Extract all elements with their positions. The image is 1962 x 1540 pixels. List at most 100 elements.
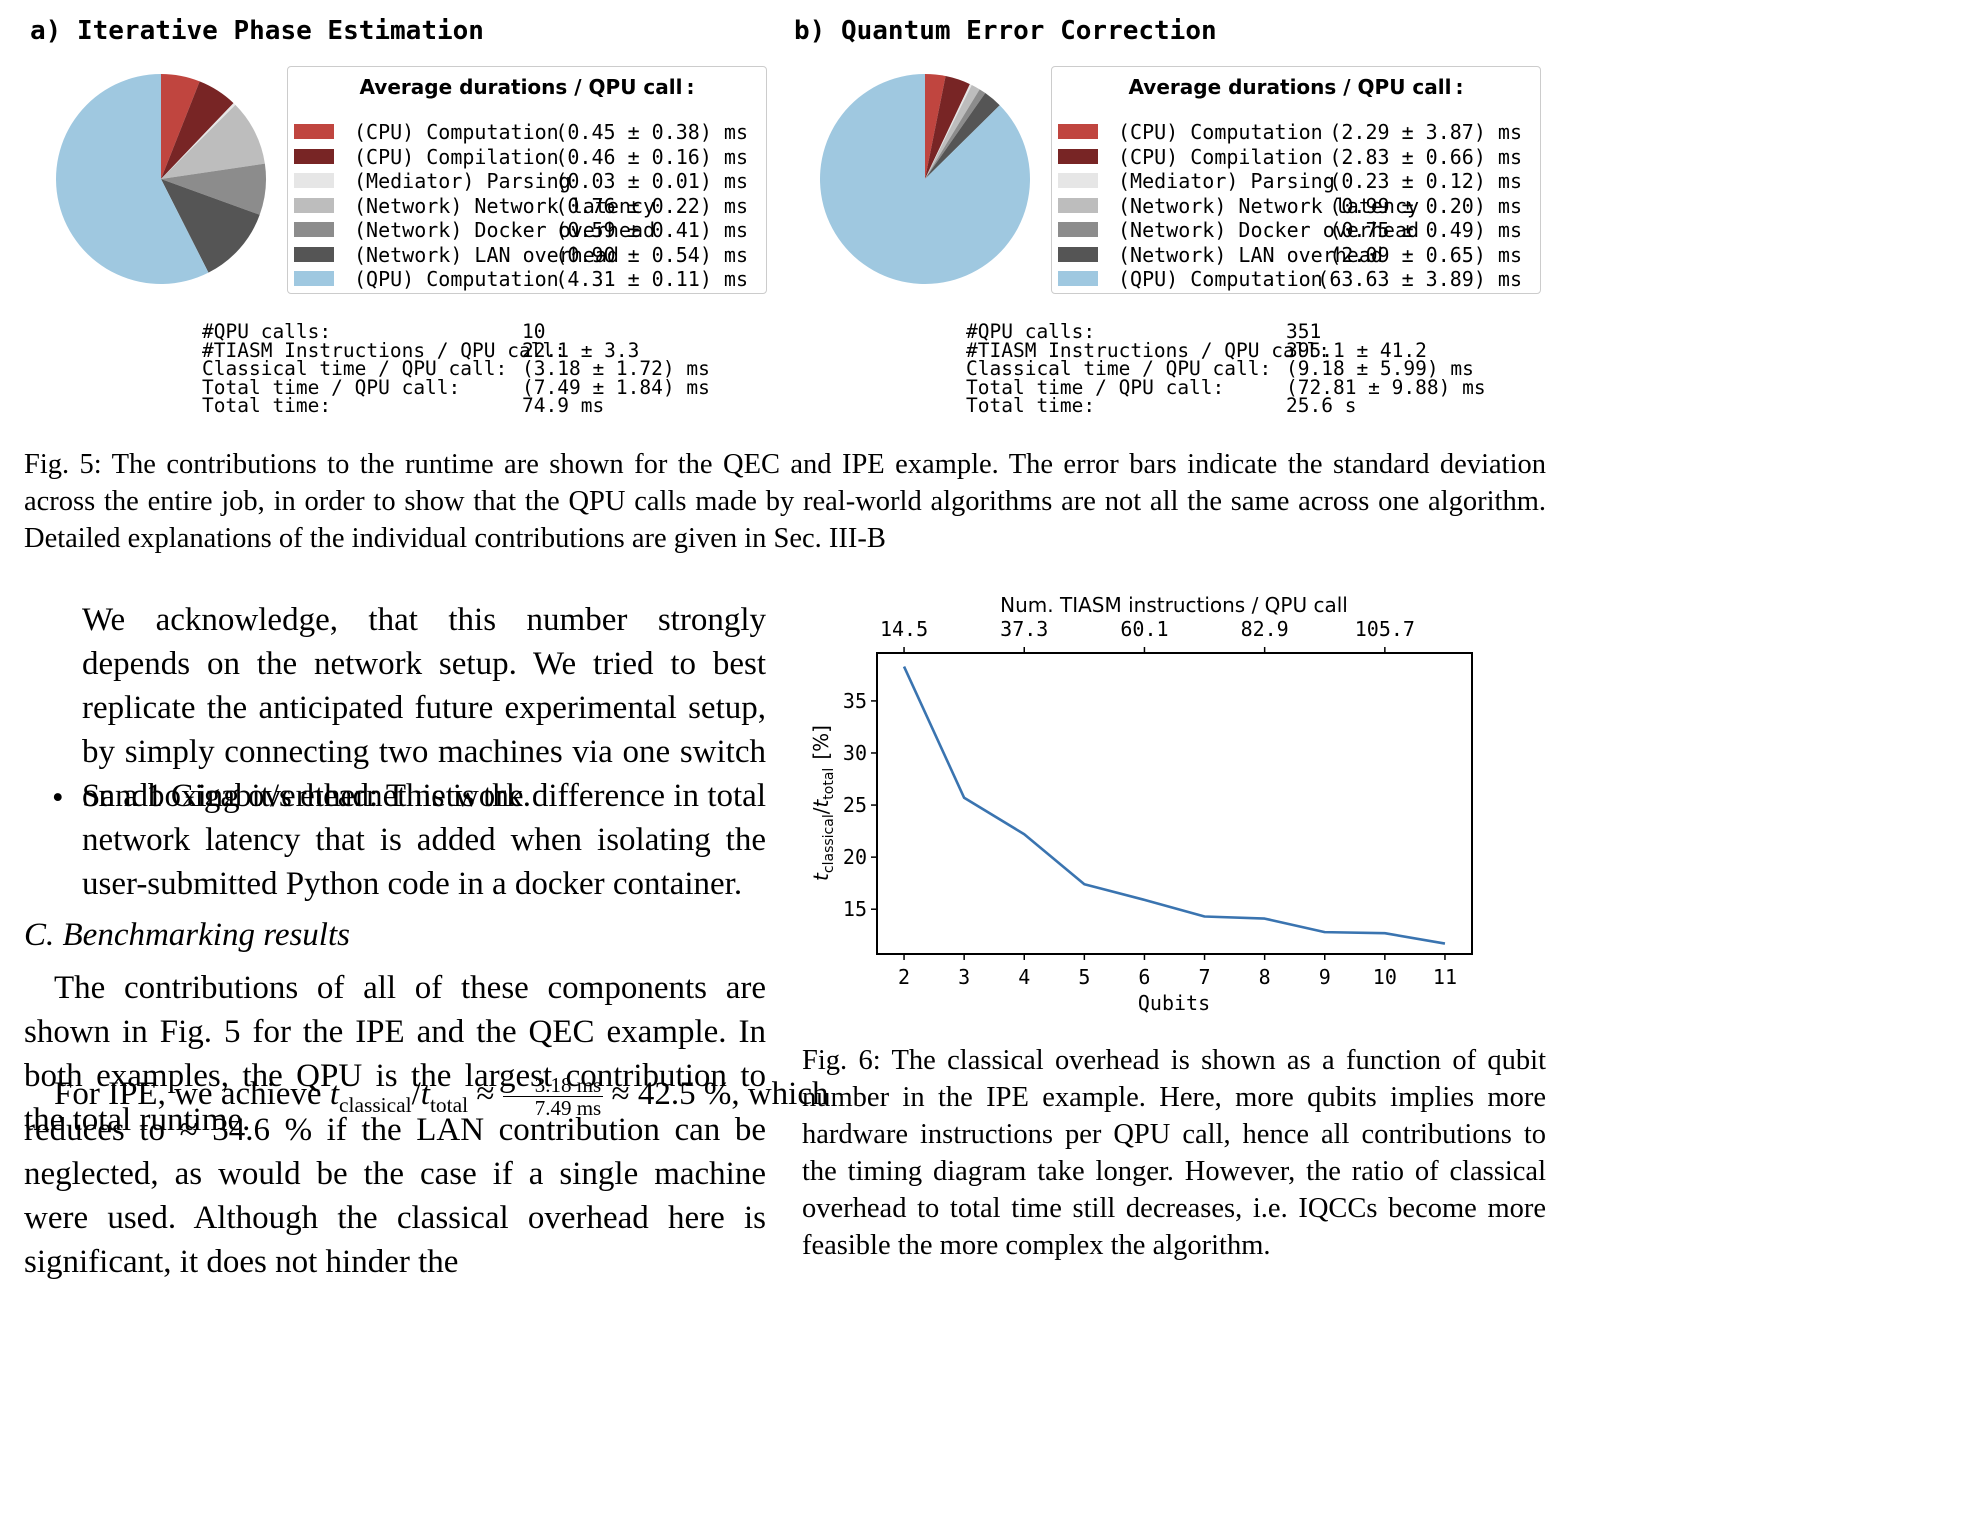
legend-item: (CPU) Computation (2.29 ± 3.87) ms [1058, 120, 1528, 144]
legend-swatch [1058, 271, 1098, 286]
stat-label: #TIASM Instructions / QPU call: [966, 338, 1330, 362]
stat-value: 395.1 ± 41.2 [1286, 338, 1427, 362]
legend-label: (Network) Network latency [354, 193, 656, 218]
y-tick-label: 15 [843, 897, 867, 921]
stat-value: 25.6 s [1286, 394, 1357, 418]
pie-slice [925, 76, 970, 179]
stat-label: #QPU calls: [966, 320, 1096, 343]
legend-swatch [1058, 197, 1098, 213]
pie-slice [161, 103, 236, 179]
pie-chart-ipe [56, 74, 266, 284]
t-symbol: t [329, 1076, 339, 1112]
top-tick-label: 14.5 [880, 617, 928, 641]
x-tick-label: 10 [1373, 965, 1397, 989]
legend-value: (0.90 ± 0.54) ms [555, 242, 748, 267]
legend-label: (CPU) Computation [1118, 120, 1323, 144]
stats-qec: #QPU calls: 351 #TIASM Instructions / QPU … [966, 320, 1526, 438]
legend-label: (Network) Docker overhead [1118, 218, 1420, 242]
x-tick-label: 2 [898, 965, 910, 989]
legend-value: (2.29 ± 3.87) ms [1329, 120, 1522, 144]
legend-title: Average durations / QPU call : [1128, 75, 1464, 99]
panel-a-title: a) Iterative Phase Estimation [30, 16, 484, 46]
stat-value: 10 [522, 320, 546, 343]
top-axis-label: Num. TIASM instructions / QPU call [1000, 593, 1348, 617]
pie-slice [925, 89, 986, 179]
legend-value: (0.23 ± 0.12) ms [1329, 169, 1522, 193]
legend-label: (Network) LAN overhead [354, 242, 619, 267]
legend-label: (CPU) Computation [354, 120, 559, 144]
legend-value: (2.09 ± 0.65) ms [1329, 242, 1522, 267]
y-tick-label: 30 [843, 741, 867, 765]
pie-slice [925, 84, 980, 179]
series-line [902, 665, 1446, 945]
legend-label: (QPU) Computation [1118, 267, 1323, 291]
stat-value: (72.81 ± 9.88) ms [1286, 375, 1486, 399]
legend-swatch [1058, 124, 1098, 139]
y-tick-label: 25 [843, 793, 867, 817]
legend-label: (Mediator) Parsing [354, 169, 571, 193]
y-label-t: t [809, 799, 833, 808]
paragraph-network: We acknowledge, that this number strongl… [82, 602, 766, 814]
legend-label: (Network) LAN overhead [1118, 242, 1383, 267]
legend-item: (Network) Docker overhead (0.59 ± 0.41) m… [294, 218, 754, 242]
top-tick-label: 60.1 [1120, 617, 1168, 641]
data-points [903, 666, 1446, 944]
pie-slice [56, 74, 209, 284]
legend-swatch [1058, 148, 1098, 164]
x-axis-ticks: 2 3 4 5 6 7 8 9 10 11 [898, 954, 1457, 989]
legend-value: (0.99 ± 0.20) ms [1329, 193, 1522, 218]
legend-value: (0.45 ± 0.38) ms [555, 120, 748, 144]
legend-label: (CPU) Compilation [354, 144, 559, 169]
legend-item: (Mediator) Parsing (0.23 ± 0.12) ms [1058, 169, 1528, 193]
fig6-caption: Fig. 6: The classical overhead is shown … [802, 1045, 1546, 1261]
y-label-total: total [821, 768, 837, 800]
fraction-numerator: 3.18 ms [502, 1074, 604, 1097]
legend-item: (Mediator) Parsing (0.03 ± 0.01) ms [294, 169, 754, 193]
stat-label: Classical time / QPU call: [202, 357, 508, 381]
top-tick-label: 37.3 [1000, 617, 1048, 641]
legend-label: (QPU) Computation [354, 267, 559, 291]
legend-swatch [294, 173, 334, 188]
section-heading: C. Benchmarking results [24, 917, 350, 953]
top-tick-label: 105.7 [1355, 617, 1415, 641]
pie-slice [161, 179, 260, 273]
plot-frame [876, 652, 1473, 955]
stat-label: Total time / QPU call: [202, 375, 461, 399]
legend-swatch [294, 222, 334, 237]
stat-label: Classical time / QPU call: [966, 357, 1272, 381]
y-tick-label: 20 [843, 845, 867, 869]
legend-swatch [1058, 173, 1098, 188]
x-tick-label: 11 [1433, 965, 1457, 989]
y-axis-label: tclassical/ttotal[%] [809, 725, 837, 881]
pie-slice [925, 84, 972, 179]
legend-value: (4.31 ± 0.11) ms [555, 267, 748, 291]
ipe-result: ≈ 42.5 %, which [603, 1076, 829, 1112]
legend-label: (Network) Docker overhead [354, 218, 656, 242]
legend-item: (Network) LAN overhead (2.09 ± 0.65) ms [1058, 243, 1528, 267]
y-label-slash: / [809, 807, 833, 814]
line-chart-classical-overhead: Num. TIASM instructions / QPU call 14.5 3… [809, 593, 1473, 1015]
panel-b-title: b) Quantum Error Correction [794, 16, 1217, 46]
legend-title: Average durations / QPU call : [359, 75, 695, 99]
legend-value: (0.03 ± 0.01) ms [555, 169, 748, 193]
legend-value: (0.76 ± 0.22) ms [555, 193, 748, 218]
y-label-t: t [809, 872, 833, 881]
bullet-mark: • [52, 780, 64, 816]
x-tick-label: 3 [958, 965, 970, 989]
sub-total: total [429, 1092, 469, 1117]
y-label-classical: classical [821, 814, 837, 873]
y-axis-ticks: 15 20 25 30 35 [843, 689, 877, 921]
top-axis-ticks: 14.5 37.3 60.1 82.9 105.7 [880, 617, 1415, 653]
legend-item: (CPU) Compilation (2.83 ± 0.66) ms [1058, 145, 1528, 169]
fig5-caption: Fig. 5: The contributions to the runtime… [24, 449, 1546, 554]
legend-value: (0.75 ± 0.49) ms [1329, 218, 1522, 242]
legend-swatch [294, 246, 334, 262]
ipe-intro: For IPE, we achieve [54, 1076, 330, 1112]
slash: / [411, 1076, 421, 1112]
legend-value: (2.83 ± 0.66) ms [1329, 144, 1522, 169]
sub-classical: classical [339, 1092, 412, 1117]
pie-chart-qec [820, 74, 1030, 284]
pie-slice [925, 93, 1000, 179]
approx-sign: ≈ [468, 1076, 503, 1112]
stat-value: 22.1 ± 3.3 [522, 338, 640, 362]
